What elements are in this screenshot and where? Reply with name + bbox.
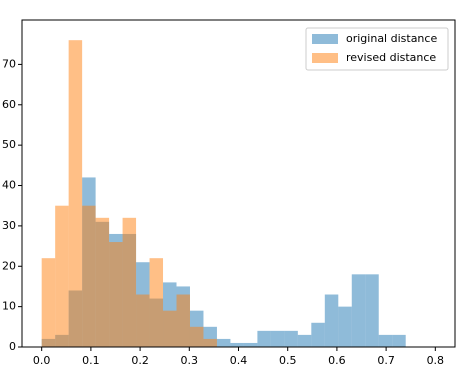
bar — [270, 330, 285, 347]
bar — [55, 205, 69, 347]
bar — [122, 217, 137, 347]
bar — [41, 258, 56, 347]
x-tick-label: 0.5 — [279, 354, 297, 366]
bar — [68, 40, 83, 348]
bar — [176, 294, 190, 347]
legend-swatch — [312, 34, 338, 44]
bar — [257, 330, 271, 347]
bar — [136, 294, 150, 347]
legend-box — [305, 27, 449, 71]
y-tick-label: 30 — [2, 219, 16, 232]
bar — [378, 334, 393, 347]
x-tick-label: 0.7 — [377, 354, 395, 366]
bar — [163, 310, 177, 347]
x-tick-label: 0.0 — [33, 354, 51, 366]
legend-label: original distance — [346, 32, 437, 45]
bar — [392, 334, 406, 347]
bar — [324, 294, 339, 347]
x-tick-label: 0.4 — [230, 354, 248, 366]
bar — [243, 342, 258, 347]
bar — [203, 338, 217, 347]
x-tick-label: 0.3 — [181, 354, 199, 366]
bar — [216, 338, 231, 347]
legend-swatch — [312, 53, 338, 63]
legend-label: revised distance — [346, 51, 436, 64]
bar — [365, 274, 379, 347]
x-tick-label: 0.8 — [427, 354, 445, 366]
y-tick-label: 60 — [2, 98, 16, 111]
x-tick-label: 0.6 — [328, 354, 346, 366]
bar — [189, 326, 204, 347]
bar — [284, 330, 298, 347]
x-tick-label: 0.1 — [82, 354, 100, 366]
bar — [109, 242, 123, 347]
bar — [338, 306, 352, 347]
bar — [82, 205, 96, 347]
y-tick-label: 70 — [2, 57, 16, 70]
x-tick-label: 0.2 — [131, 354, 149, 366]
y-tick-label: 0 — [9, 340, 16, 353]
bar — [149, 258, 164, 347]
bar — [230, 342, 244, 347]
bar — [297, 334, 312, 347]
bar — [351, 274, 366, 347]
y-tick-label: 40 — [2, 179, 16, 192]
y-tick-label: 20 — [2, 259, 16, 272]
y-tick-label: 50 — [2, 138, 16, 151]
bar — [311, 322, 325, 347]
bar — [95, 217, 110, 347]
y-tick-label: 10 — [2, 300, 16, 313]
